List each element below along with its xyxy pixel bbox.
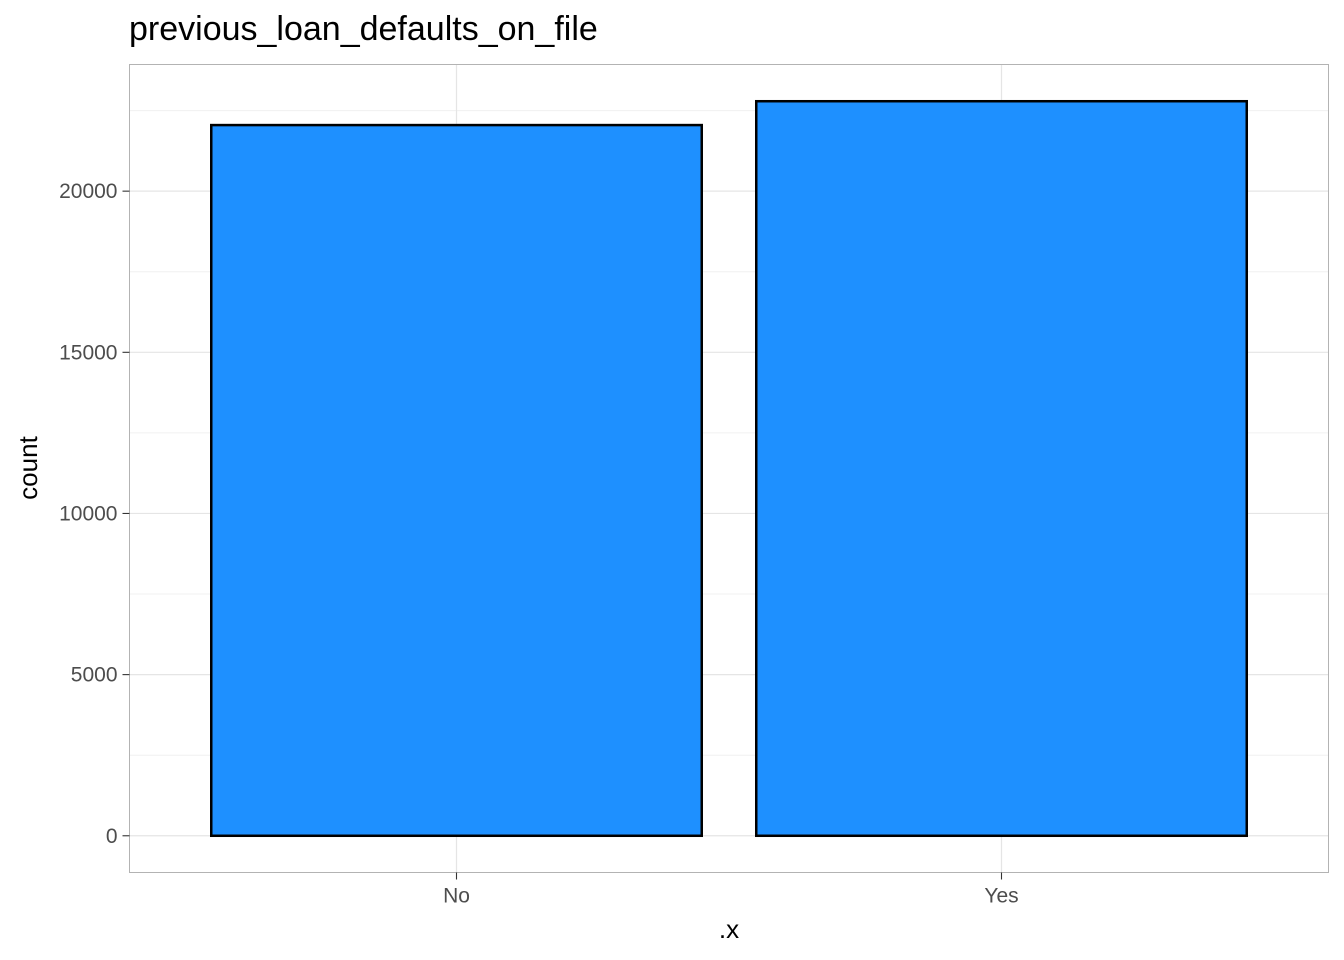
x-tick-label: No	[443, 885, 470, 908]
y-tick-label: 10000	[59, 502, 117, 525]
y-tick-label: 15000	[59, 341, 117, 364]
x-axis-title: .x	[719, 914, 739, 944]
bar-yes	[755, 99, 1248, 838]
bar-no	[210, 123, 703, 838]
bars	[210, 99, 1248, 838]
y-tick-label: 20000	[59, 180, 117, 203]
y-tick-label: 5000	[71, 664, 118, 687]
y-tick-label: 0	[106, 825, 118, 848]
panel-border	[129, 64, 1329, 873]
y-axis-ticks: 0 5000 10000 15000 20000	[59, 180, 130, 848]
x-axis-ticks: No Yes	[443, 872, 1019, 908]
y-axis-title: count	[13, 435, 43, 499]
chart-title: previous_loan_defaults_on_file	[129, 10, 598, 48]
x-tick-label: Yes	[984, 885, 1018, 908]
